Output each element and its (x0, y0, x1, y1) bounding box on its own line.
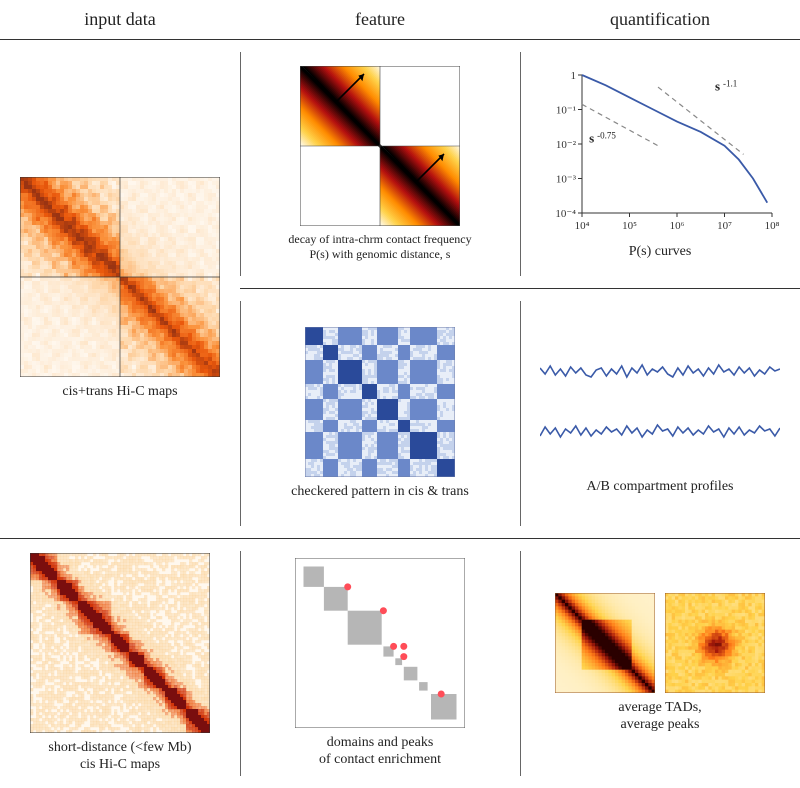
svg-text:10⁻¹: 10⁻¹ (556, 105, 576, 117)
shortdist-caption-2: cis Hi-C maps (80, 756, 160, 774)
checker-heatmap (305, 327, 455, 477)
cistrans-caption: cis+trans Hi-C maps (62, 383, 177, 401)
domains-diagram (295, 558, 465, 728)
ab-caption: A/B compartment profiles (587, 478, 734, 496)
input-shortdist: short-distance (<few Mb) cis Hi-C maps (0, 539, 240, 788)
avg-caption-2: average peaks (621, 716, 700, 734)
feature-checker: checkered pattern in cis & trans (240, 289, 520, 538)
avg-peak-heatmap (665, 593, 765, 693)
svg-text:10⁻²: 10⁻² (556, 139, 577, 151)
decay-triangles-diagram (300, 66, 460, 226)
avg-caption-1: average TADs, (618, 699, 701, 717)
svg-text:1: 1 (571, 70, 577, 82)
svg-text:10⁷: 10⁷ (717, 220, 732, 232)
input-cistrans: cis+trans Hi-C maps (0, 40, 240, 539)
svg-text:s: s (715, 79, 720, 94)
shortdist-caption-1: short-distance (<few Mb) (48, 739, 191, 757)
cistrans-hic-heatmap (20, 177, 220, 377)
ab-profile-plot (540, 332, 780, 472)
feature-domains: domains and peaks of contact enrichment (240, 539, 520, 788)
decay-caption-2: P(s) with genomic distance, s (310, 247, 451, 262)
svg-text:10⁵: 10⁵ (622, 220, 637, 232)
feature-decay: decay of intra-chrm contact frequency P(… (240, 40, 520, 289)
svg-text:-0.75: -0.75 (597, 131, 616, 141)
ps-caption: P(s) curves (629, 243, 692, 261)
quant-avg: average TADs, average peaks (520, 539, 800, 788)
quant-ab: A/B compartment profiles (520, 289, 800, 538)
col-header-input: input data (0, 0, 240, 40)
svg-text:s: s (589, 131, 594, 146)
col-header-feature: feature (240, 0, 520, 40)
checker-caption: checkered pattern in cis & trans (291, 483, 469, 501)
svg-text:10⁻⁴: 10⁻⁴ (555, 208, 576, 220)
avg-tad-heatmap (555, 593, 655, 693)
figure-grid: input data feature quantification cis+tr… (0, 0, 800, 788)
domains-caption-1: domains and peaks (327, 734, 434, 752)
ps-curve-plot: 110⁻¹10⁻²10⁻³10⁻⁴10⁴10⁵10⁶10⁷10⁸s-1.1s-0… (540, 67, 780, 237)
svg-text:10⁸: 10⁸ (765, 220, 780, 232)
decay-caption-1: decay of intra-chrm contact frequency (288, 232, 471, 247)
svg-text:-1.1: -1.1 (723, 79, 737, 89)
col-header-quant: quantification (520, 0, 800, 40)
avg-pair (555, 593, 765, 693)
domains-caption-2: of contact enrichment (319, 751, 441, 769)
svg-text:10⁴: 10⁴ (575, 220, 590, 232)
svg-text:10⁻³: 10⁻³ (556, 174, 577, 186)
shortdist-hic-heatmap (30, 553, 210, 733)
quant-ps: 110⁻¹10⁻²10⁻³10⁻⁴10⁴10⁵10⁶10⁷10⁸s-1.1s-0… (520, 40, 800, 289)
svg-text:10⁶: 10⁶ (670, 220, 685, 232)
